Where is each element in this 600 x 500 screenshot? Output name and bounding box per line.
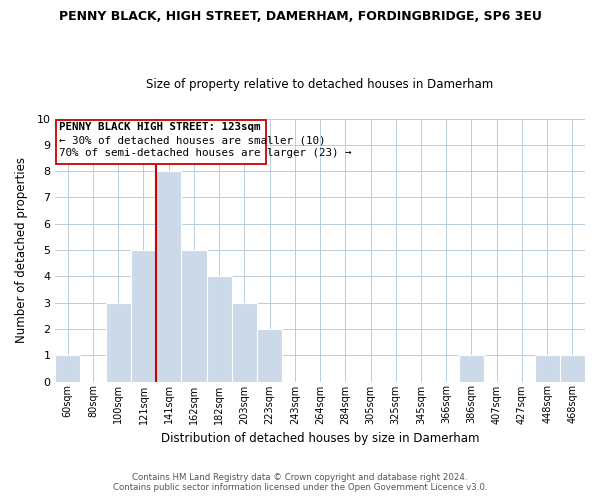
Y-axis label: Number of detached properties: Number of detached properties <box>15 157 28 343</box>
Bar <box>106 302 131 382</box>
Text: 70% of semi-detached houses are larger (23) →: 70% of semi-detached houses are larger (… <box>59 148 352 158</box>
Bar <box>181 250 206 382</box>
Bar <box>232 302 257 382</box>
Text: Contains HM Land Registry data © Crown copyright and database right 2024.
Contai: Contains HM Land Registry data © Crown c… <box>113 473 487 492</box>
Bar <box>55 355 80 382</box>
Bar <box>459 355 484 382</box>
Bar <box>156 171 181 382</box>
Text: PENNY BLACK HIGH STREET: 123sqm: PENNY BLACK HIGH STREET: 123sqm <box>59 122 261 132</box>
Bar <box>131 250 156 382</box>
Bar <box>257 329 282 382</box>
Bar <box>206 276 232 382</box>
X-axis label: Distribution of detached houses by size in Damerham: Distribution of detached houses by size … <box>161 432 479 445</box>
Bar <box>535 355 560 382</box>
Title: Size of property relative to detached houses in Damerham: Size of property relative to detached ho… <box>146 78 494 91</box>
Text: PENNY BLACK, HIGH STREET, DAMERHAM, FORDINGBRIDGE, SP6 3EU: PENNY BLACK, HIGH STREET, DAMERHAM, FORD… <box>59 10 541 23</box>
Bar <box>560 355 585 382</box>
Text: ← 30% of detached houses are smaller (10): ← 30% of detached houses are smaller (10… <box>59 136 326 145</box>
FancyBboxPatch shape <box>56 120 266 164</box>
